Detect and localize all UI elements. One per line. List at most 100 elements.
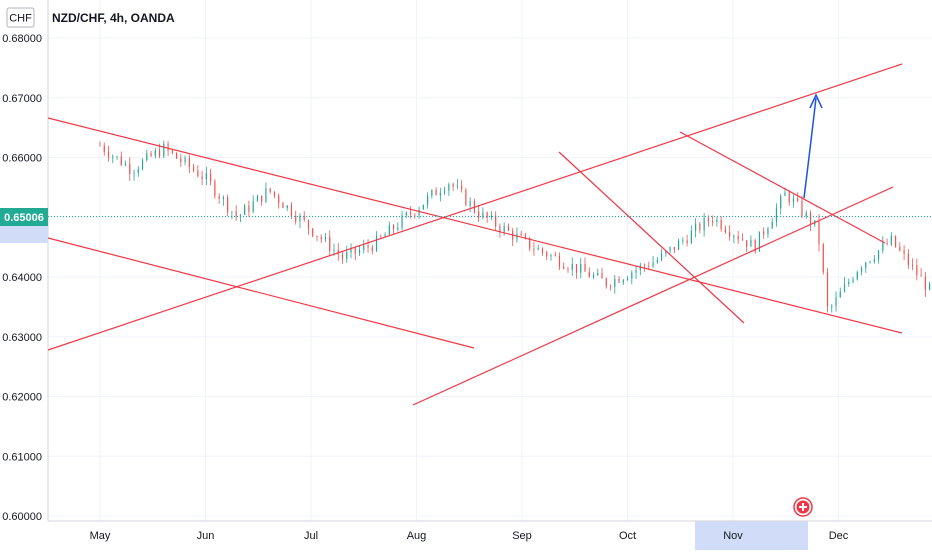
candle-body — [273, 191, 276, 196]
time-axis[interactable]: May Jun Jul Aug Sep Oct Nov Dec — [90, 530, 849, 542]
candle-body — [231, 211, 233, 213]
candle-body — [848, 281, 850, 285]
candle-body — [214, 181, 216, 197]
candle-body — [678, 240, 680, 250]
candle-body — [843, 284, 846, 292]
trendline-descending-channel-top — [47, 117, 903, 334]
candle-body — [141, 159, 144, 170]
candle-body — [907, 253, 909, 265]
candle-body — [784, 192, 786, 197]
candle-body — [809, 212, 812, 225]
candle-body — [507, 226, 510, 231]
candle-body — [299, 215, 301, 222]
candle-body — [712, 221, 714, 223]
candle-body — [354, 247, 356, 254]
price-tick-label: 0.63000 — [2, 332, 42, 344]
candle-body — [733, 236, 735, 237]
time-tick-label: Sep — [512, 530, 532, 542]
candle-body — [303, 215, 305, 220]
price-tick-label: 0.61000 — [2, 451, 42, 463]
candle-body — [801, 200, 803, 217]
candle-body — [222, 197, 224, 199]
candle-body — [622, 280, 624, 283]
candle-body — [380, 235, 382, 237]
candle-body — [456, 185, 458, 187]
candle-body — [618, 278, 620, 283]
candle-body — [158, 150, 161, 157]
candle-body — [307, 219, 310, 229]
candle-body — [529, 237, 531, 249]
candle-body — [869, 261, 871, 263]
trendline-ascending-support — [47, 63, 903, 351]
header-badge[interactable]: CHF — [6, 7, 35, 28]
candle-body — [439, 192, 441, 196]
candle-body — [452, 184, 454, 187]
current-price-text: 0.65006 — [4, 212, 44, 224]
projection-arrow — [803, 93, 823, 199]
candle-body — [716, 219, 718, 223]
candle-body — [554, 255, 556, 257]
candle-body — [520, 234, 522, 236]
candle-body — [614, 278, 616, 287]
candle-body — [584, 264, 586, 272]
candle-body — [763, 231, 765, 235]
candle-body — [112, 156, 114, 158]
candle-body — [103, 145, 105, 153]
price-tick-label: 0.62000 — [2, 392, 42, 404]
candle-body — [818, 220, 820, 245]
candle-body — [324, 236, 327, 240]
candle-body — [426, 195, 429, 205]
candle-body — [877, 250, 880, 260]
time-tick-label: May — [90, 530, 111, 542]
candle-body — [503, 226, 505, 232]
candle-body — [601, 272, 603, 279]
candle-body — [422, 204, 424, 210]
candle-body — [546, 252, 548, 257]
candle-body — [797, 198, 799, 201]
candle-body — [469, 201, 471, 206]
currency-badge: CHF — [9, 13, 32, 25]
candle-body — [571, 264, 573, 270]
alert-plus-icon[interactable] — [793, 497, 813, 517]
candle-body — [899, 246, 901, 251]
candle-body — [486, 212, 488, 218]
candle-body — [333, 249, 335, 252]
candle-body — [431, 189, 433, 196]
candle-body — [154, 150, 156, 157]
candle-body — [729, 232, 731, 237]
candle-body — [516, 234, 518, 240]
candle-body — [703, 218, 705, 231]
candle-body — [137, 169, 139, 173]
candle-body — [358, 249, 361, 254]
candle-body — [397, 227, 399, 230]
candle-body — [537, 248, 539, 250]
candle-body — [524, 235, 527, 238]
candle-body — [541, 248, 544, 253]
highlighted-month-band — [695, 521, 808, 550]
candle-body — [575, 264, 578, 273]
candle-body — [767, 228, 769, 235]
symbol-title: NZD/CHF, 4h, OANDA — [52, 11, 175, 25]
candle-body — [227, 197, 229, 213]
candle-body — [286, 205, 288, 209]
candle-body — [916, 265, 918, 276]
candle-body — [882, 243, 884, 251]
candle-body — [592, 275, 595, 278]
time-tick-label: Aug — [407, 530, 427, 542]
candle-body — [792, 198, 795, 203]
candle-body — [392, 225, 395, 230]
candle-body — [129, 164, 131, 174]
candle-body — [371, 247, 373, 251]
candle-body — [605, 278, 607, 287]
price-tick-label: 0.66000 — [2, 153, 42, 165]
candle-body — [482, 212, 484, 218]
candle-body — [341, 254, 344, 259]
candle-body — [686, 240, 688, 244]
candle-body — [839, 291, 841, 298]
price-tick-label: 0.68000 — [2, 33, 42, 45]
candle-body — [163, 143, 165, 157]
candle-body — [409, 212, 412, 215]
candle-body — [911, 264, 914, 266]
